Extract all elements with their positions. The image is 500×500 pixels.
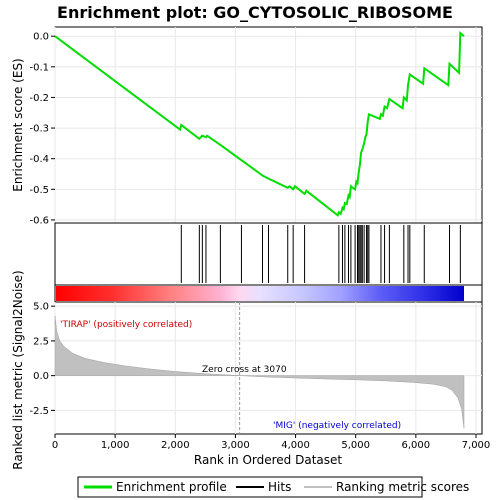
x-tick-label: 1,000 — [101, 440, 130, 451]
x-tick-label: 3,000 — [221, 440, 250, 451]
metric-y-tick-label: -2.5 — [29, 406, 49, 417]
legend-hits-label: Hits — [268, 480, 291, 494]
metric-y-tick-label: 5.0 — [33, 302, 49, 313]
es-y-tick-label: -0.3 — [29, 124, 49, 135]
es-y-tick-label: -0.6 — [29, 215, 49, 226]
es-y-tick-label: -0.4 — [29, 154, 49, 165]
es-y-axis: 0.0 -0.1 -0.2 -0.3 -0.4 -0.5 -0.6 — [29, 32, 55, 227]
x-tick-label: 7,000 — [462, 440, 491, 451]
zero-cross-label: Zero cross at 3070 — [202, 365, 287, 375]
chart-title: Enrichment plot: GO_CYTOSOLIC_RIBOSOME — [57, 3, 453, 22]
metric-y-axis-title: Ranked list metric (Signal2Noise) — [11, 270, 25, 469]
x-tick-label: 0 — [52, 440, 58, 451]
x-tick-label: 2,000 — [161, 440, 190, 451]
metric-y-tick-label: 0.0 — [33, 371, 49, 382]
x-tick-label: 4,000 — [281, 440, 310, 451]
es-y-tick-label: 0.0 — [33, 32, 49, 43]
es-y-tick-label: -0.1 — [29, 62, 49, 73]
es-y-tick-label: -0.2 — [29, 93, 49, 104]
x-tick-label: 5,000 — [341, 440, 370, 451]
positive-correlation-label: 'TIRAP' (positively correlated) — [60, 320, 192, 330]
legend-metric-label: Ranking metric scores — [336, 480, 469, 494]
es-y-tick-label: -0.5 — [29, 185, 49, 196]
ranked-color-bar — [56, 286, 464, 301]
es-panel — [55, 27, 482, 223]
negative-correlation-label: 'MIG' (negatively correlated) — [273, 421, 401, 431]
x-axis-title: Rank in Ordered Dataset — [194, 453, 342, 467]
x-axis: 0 1,000 2,000 3,000 4,000 5,000 6,000 7,000 — [52, 434, 490, 451]
metric-y-tick-label: 2.5 — [33, 336, 49, 347]
x-tick-label: 6,000 — [402, 440, 431, 451]
legend-profile-label: Enrichment profile — [116, 480, 227, 494]
es-y-axis-title: Enrichment score (ES) — [11, 58, 25, 191]
metric-y-axis: 5.0 2.5 0.0 -2.5 — [29, 302, 55, 417]
